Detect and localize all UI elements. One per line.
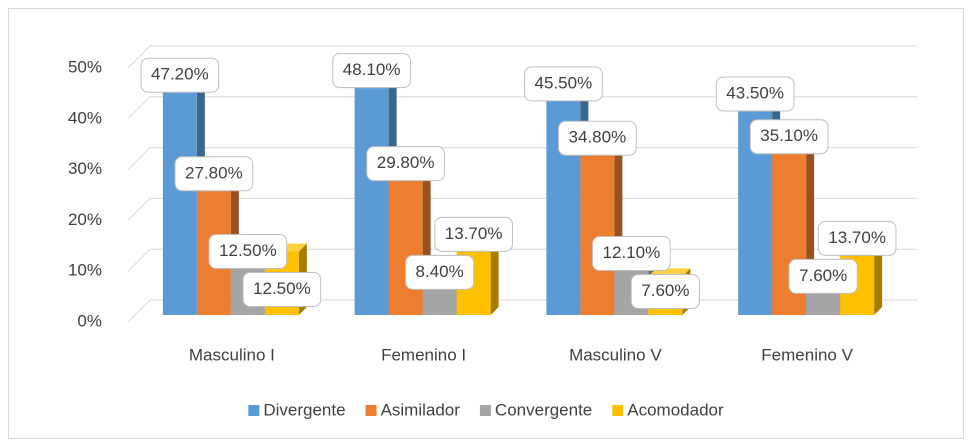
- data-label: 13.70%: [445, 224, 503, 243]
- data-label: 12.10%: [603, 243, 661, 262]
- x-tick-label: Masculino V: [569, 345, 662, 364]
- bar-side: [490, 237, 499, 315]
- grid-side: [127, 45, 151, 69]
- bar-side: [874, 237, 883, 315]
- bar-front: [580, 138, 615, 315]
- data-label: 13.70%: [828, 228, 886, 247]
- data-label-box: [592, 236, 671, 272]
- x-tick-label: Masculino I: [189, 345, 275, 364]
- y-tick-label: 30%: [68, 159, 102, 178]
- legend-label: Asimilador: [381, 400, 461, 419]
- data-label-box: [366, 146, 445, 182]
- data-label: 12.50%: [253, 279, 311, 298]
- legend-label: Convergente: [495, 400, 592, 419]
- data-label: 27.80%: [185, 163, 243, 182]
- bar-front: [162, 75, 197, 315]
- data-label: 45.50%: [535, 73, 593, 92]
- data-label-box: [630, 274, 700, 310]
- y-tick-label: 0%: [77, 311, 102, 330]
- data-label-box: [434, 216, 513, 252]
- y-tick-label: 50%: [68, 57, 102, 76]
- y-tick-label: 20%: [68, 210, 102, 229]
- legend-swatch: [612, 405, 624, 416]
- y-tick-label: 40%: [68, 108, 102, 127]
- data-label-box: [208, 234, 288, 269]
- grid-side: [127, 147, 151, 170]
- data-label: 43.50%: [726, 84, 784, 103]
- data-label: 35.10%: [760, 126, 818, 145]
- bar-front: [546, 83, 581, 315]
- legend-label: Divergente: [263, 400, 345, 419]
- data-label-box: [558, 120, 637, 156]
- bar-front: [388, 163, 423, 315]
- data-label: 7.60%: [799, 266, 847, 285]
- data-label-box: [749, 119, 829, 155]
- data-label: 8.40%: [416, 262, 464, 281]
- data-label-box: [524, 66, 603, 102]
- data-label-box: [405, 254, 475, 290]
- legend: Divergente Asimilador Convergente Acomodado…: [248, 400, 724, 419]
- grid-side: [127, 299, 151, 323]
- data-label: 12.50%: [219, 241, 277, 260]
- x-tick-label: Femenino I: [381, 345, 466, 364]
- data-label-box: [715, 76, 795, 112]
- data-label-box: [788, 258, 858, 294]
- data-label: 34.80%: [569, 128, 627, 147]
- data-label-box: [174, 156, 254, 192]
- data-label-box: [140, 57, 220, 93]
- legend-swatch: [365, 405, 377, 416]
- data-label: 47.20%: [151, 65, 209, 84]
- data-label: 7.60%: [641, 281, 689, 300]
- data-label: 29.80%: [377, 153, 435, 172]
- y-tick-label: 10%: [68, 261, 102, 280]
- data-label-box: [242, 272, 322, 307]
- data-label: 48.10%: [343, 60, 401, 79]
- bar-front: [354, 70, 389, 315]
- legend-swatch: [248, 405, 260, 416]
- legend-swatch: [479, 405, 491, 416]
- grid-side: [127, 96, 151, 120]
- legend-label: Acomodador: [627, 400, 724, 419]
- grid-side: [127, 248, 151, 272]
- data-label-box: [332, 53, 411, 89]
- grid-side: [127, 198, 151, 221]
- x-tick-label: Femenino V: [761, 345, 853, 364]
- data-label-box: [817, 220, 897, 256]
